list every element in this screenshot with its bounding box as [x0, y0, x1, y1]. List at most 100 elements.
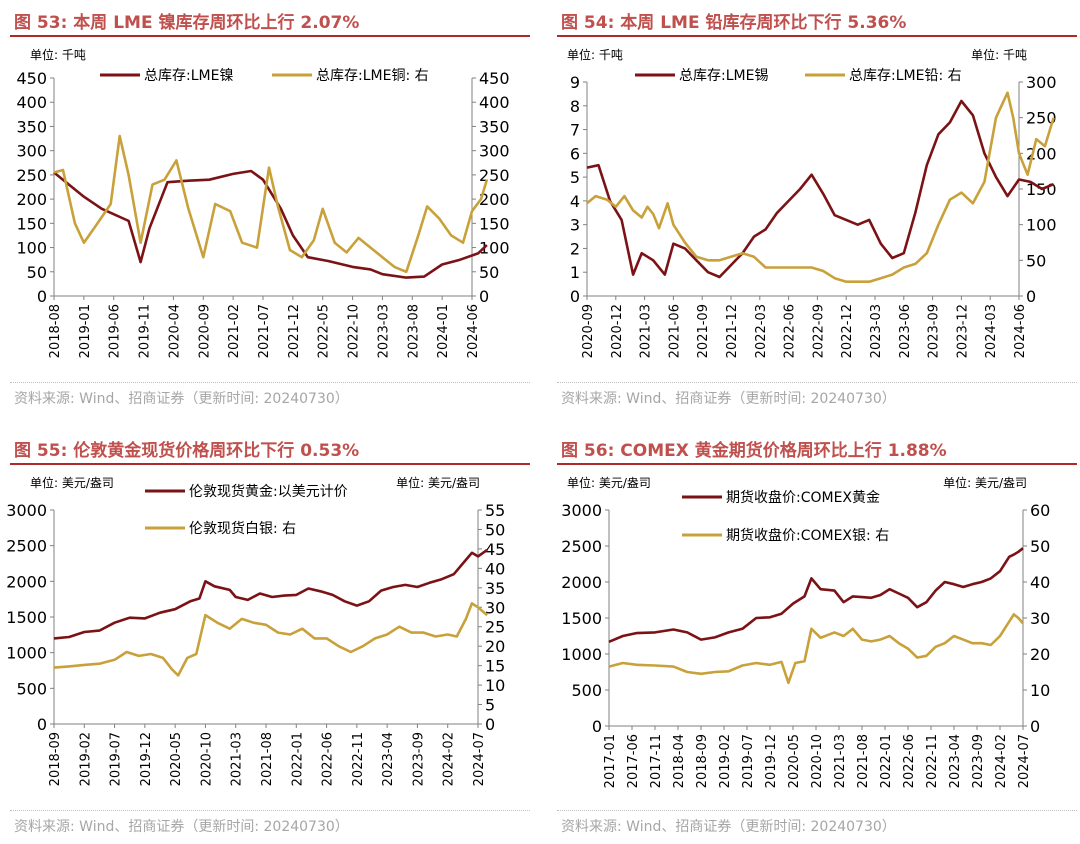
y-tick-label-left: 0 [592, 717, 602, 736]
y-tick-label-left: 1000 [561, 645, 602, 664]
y-tick-label-left: 200 [16, 190, 47, 209]
x-tick-label: 2019-02 [78, 732, 93, 786]
y-tick-label-right: 250 [1026, 109, 1057, 128]
x-tick-label: 2023-03 [869, 304, 884, 358]
y-tick-label-right: 100 [1026, 216, 1057, 235]
x-tick-label: 2022-12 [840, 304, 855, 358]
y-tick-label-left: 1 [570, 263, 580, 282]
source-rule [557, 382, 1077, 383]
y-tick-label-right: 100 [479, 239, 510, 258]
legend-label-0: 伦敦现货黄金:以美元计价 [189, 483, 348, 500]
y-tick-label-right: 5 [485, 696, 495, 715]
x-tick-label: 2022-06 [783, 304, 798, 358]
y-tick-label-left: 50 [27, 263, 47, 282]
title-rule [557, 463, 1077, 465]
source-note: 资料来源: Wind、招商证券（更新时间: 20240730） [561, 819, 896, 835]
y-tick-label-right: 20 [485, 637, 505, 656]
x-tick-label: 2022-01 [879, 734, 894, 788]
x-tick-label: 2024-03 [984, 304, 999, 358]
x-tick-label: 2020-04 [167, 304, 182, 358]
x-tick-label: 2023-06 [898, 304, 913, 358]
x-tick-label: 2021-08 [856, 734, 871, 788]
x-tick-label: 2021-03 [639, 304, 654, 358]
y-tick-label-right: 50 [1030, 537, 1050, 556]
x-tick-label: 2024-07 [472, 732, 487, 786]
y-tick-label-right: 30 [1030, 609, 1050, 628]
x-tick-label: 2022-11 [925, 734, 940, 788]
y-tick-label-left: 1000 [6, 644, 47, 663]
y-tick-label-right: 0 [1030, 717, 1040, 736]
x-tick-label: 2021-08 [260, 732, 275, 786]
x-tick-label: 2019-12 [764, 734, 779, 788]
x-tick-label: 2024-06 [466, 304, 481, 358]
y-tick-label-left: 3000 [6, 501, 47, 520]
source-rule [557, 810, 1077, 811]
legend-label-0: 总库存:LME镍 [144, 68, 233, 84]
y-tick-label-right: 35 [485, 579, 505, 598]
legend-label-0: 总库存:LME锡 [679, 68, 768, 84]
series-line-1 [586, 91, 1055, 283]
y-tick-label-left: 250 [16, 166, 47, 185]
y-tick-label-left: 1500 [6, 608, 47, 627]
x-tick-label: 2023-09 [927, 304, 942, 358]
y-tick-label-left: 400 [16, 93, 47, 112]
unit-right: 单位: 千吨 [971, 48, 1027, 62]
x-tick-label: 2019-01 [78, 304, 93, 358]
chart-title: 图 54: 本周 LME 铅库存周环比下行 5.36% [561, 13, 907, 33]
title-rule [10, 463, 530, 465]
y-tick-label-right: 0 [485, 715, 495, 734]
y-tick-label-left: 5 [570, 168, 580, 187]
chart-title: 图 56: COMEX 黄金期货价格周环比上行 1.88% [561, 441, 947, 461]
y-tick-label-left: 500 [16, 679, 47, 698]
x-tick-label: 2017-11 [649, 734, 664, 788]
y-tick-label-left: 6 [570, 144, 580, 163]
x-tick-label: 2019-11 [138, 304, 153, 358]
y-tick-label-right: 300 [479, 142, 510, 161]
series-line-1 [53, 134, 489, 274]
legend-label-1: 总库存:LME铜: 右 [316, 68, 429, 84]
y-tick-label-left: 2 [570, 239, 580, 258]
source-rule [10, 382, 530, 383]
x-tick-label: 2020-12 [610, 304, 625, 358]
y-tick-label-left: 7 [570, 121, 580, 140]
y-tick-label-left: 4 [570, 192, 580, 211]
y-tick-label-left: 0 [570, 287, 580, 306]
series-line-1 [53, 602, 488, 677]
series-line-0 [608, 547, 1024, 643]
x-tick-label: 2023-09 [411, 732, 426, 786]
y-tick-label-left: 300 [16, 142, 47, 161]
series-line-1 [608, 613, 1024, 685]
x-tick-label: 2017-06 [626, 734, 641, 788]
y-tick-label-left: 500 [571, 681, 602, 700]
y-tick-label-right: 25 [485, 618, 505, 637]
y-tick-label-left: 8 [570, 97, 580, 116]
y-tick-label-right: 20 [1030, 645, 1050, 664]
unit-left: 单位: 美元/盎司 [30, 476, 114, 490]
x-tick-label: 2021-07 [257, 304, 272, 358]
unit-right: 单位: 美元/盎司 [943, 476, 1027, 490]
x-tick-label: 2021-02 [227, 304, 242, 358]
x-tick-label: 2020-05 [169, 732, 184, 786]
y-tick-label-left: 9 [570, 73, 580, 92]
y-tick-label-left: 1500 [561, 609, 602, 628]
x-tick-label: 2020-09 [197, 304, 212, 358]
x-tick-label: 2021-12 [725, 304, 740, 358]
legend-label-1: 总库存:LME铅: 右 [849, 68, 962, 84]
x-tick-label: 2024-06 [1013, 304, 1028, 358]
x-tick-label: 2020-10 [199, 732, 214, 786]
chart-panel-55: 图 55: 伦敦黄金现货价格周环比下行 0.53% 单位: 美元/盎司 单位: … [6, 428, 540, 844]
chart-svg: 0500100015002000250030000510152025303540… [6, 483, 505, 786]
y-tick-label-right: 10 [485, 676, 505, 695]
y-tick-label-right: 300 [1026, 73, 1057, 92]
series-line-0 [53, 169, 488, 279]
x-tick-label: 2019-02 [718, 734, 733, 788]
y-tick-label-left: 0 [37, 715, 47, 734]
x-tick-label: 2023-04 [381, 732, 396, 786]
legend-label-0: 期货收盘价:COMEX黄金 [726, 489, 880, 506]
chart-svg: 0 50 100 150 200 250 300 350 400 450 0 50 100 150 200 2… [16, 68, 510, 358]
unit-right: 单位: 美元/盎司 [396, 476, 480, 490]
y-tick-label-right: 350 [479, 117, 510, 136]
chart-title: 图 55: 伦敦黄金现货价格周环比下行 0.53% [14, 441, 360, 461]
y-tick-label-left: 0 [37, 287, 47, 306]
